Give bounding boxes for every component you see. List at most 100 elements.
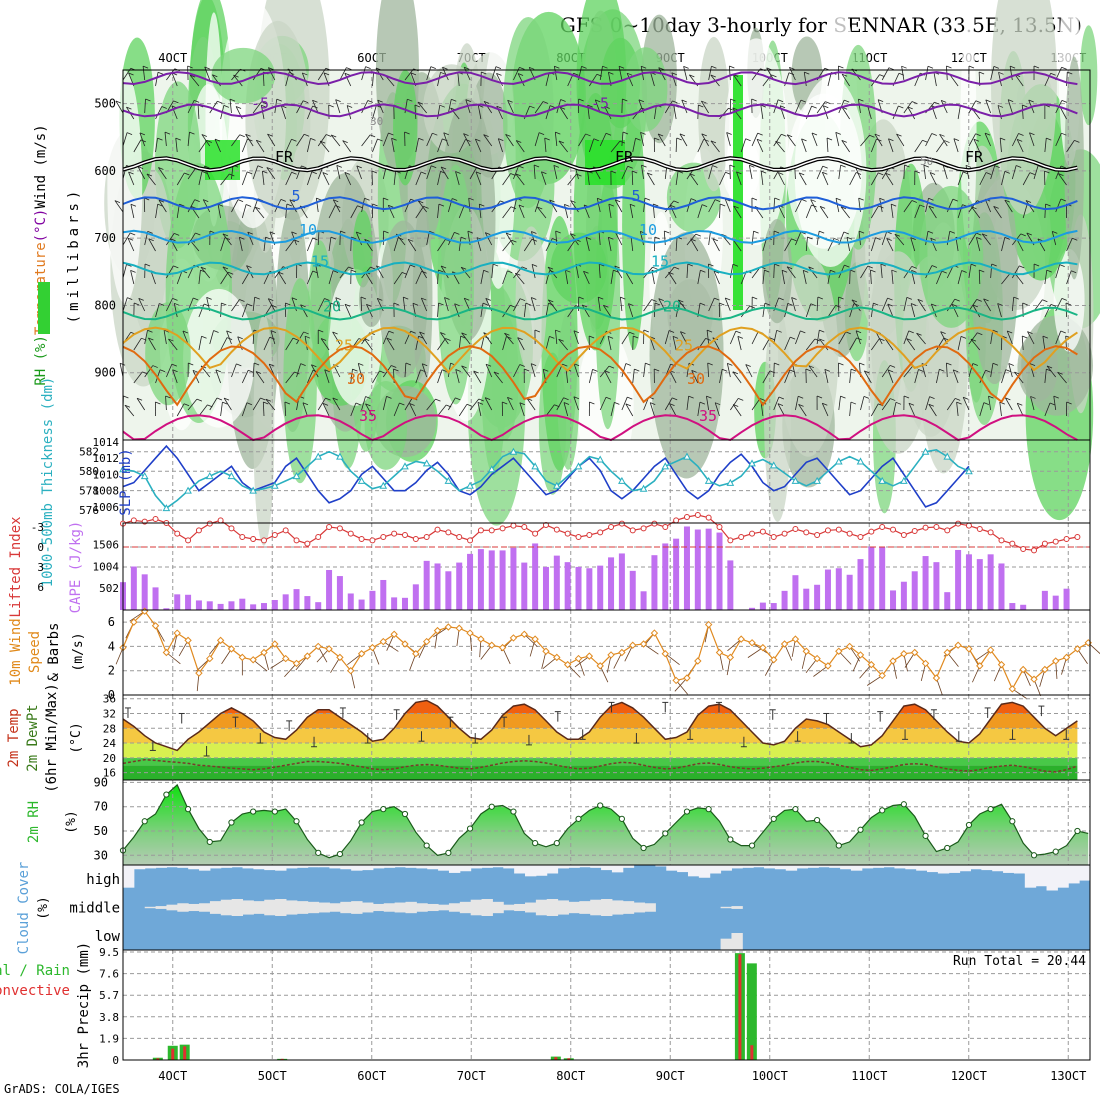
wind-barb	[701, 100, 709, 114]
cape-bar	[998, 563, 1005, 610]
wind-barb	[366, 303, 372, 307]
cloud-high-gap	[807, 865, 819, 868]
wind-speed-marker	[314, 642, 322, 651]
wind-barb	[1005, 397, 1011, 401]
rh-legend-swatch	[38, 282, 50, 334]
wind-barb	[114, 200, 124, 213]
wind-barb	[431, 165, 437, 169]
wind-barb	[465, 99, 471, 103]
cape-bar	[185, 594, 192, 610]
cloud-high-gap	[231, 865, 244, 868]
wind-barb	[226, 330, 232, 345]
li-marker	[792, 526, 799, 532]
wind-barb	[672, 335, 679, 339]
wind-barb	[549, 199, 555, 203]
thickness-marker	[314, 452, 323, 460]
cloud-high-gap	[188, 865, 200, 870]
wind-barb	[824, 369, 829, 384]
cloud-high-gap	[1024, 865, 1037, 888]
cloud-high-gap	[394, 865, 406, 868]
wind-barb	[146, 173, 156, 186]
wind-barb	[1042, 336, 1046, 351]
cape-bar	[629, 570, 636, 610]
wind-barb	[1012, 688, 1028, 700]
cape-bar	[1041, 590, 1048, 610]
cape-bar	[477, 549, 484, 610]
li-marker	[477, 527, 484, 534]
wind-barb	[454, 303, 460, 318]
temp-band	[123, 713, 1078, 729]
wind-barb	[418, 641, 428, 659]
wind-barb	[415, 369, 421, 384]
wind-barb	[1059, 264, 1065, 267]
wind-barb	[475, 138, 481, 142]
thickness-marker	[618, 476, 626, 484]
isotherm-label: 20	[663, 298, 681, 316]
li-marker	[282, 527, 289, 534]
wind-barb	[1061, 100, 1068, 103]
cloud-high-gap	[796, 865, 809, 869]
wind-barb	[894, 233, 901, 237]
wind-barb	[564, 204, 569, 219]
wind-barb	[444, 297, 450, 300]
wind-barb	[473, 370, 482, 384]
thickness-marker	[704, 476, 713, 484]
li-marker	[597, 529, 604, 536]
wind-barb	[745, 364, 751, 367]
wind-barb	[335, 99, 341, 103]
wind-barb	[474, 138, 482, 153]
wind-barb	[613, 652, 623, 669]
cape-bar	[792, 575, 799, 610]
wind-barb	[879, 74, 885, 78]
wind-ylabel-line: & Barbs	[46, 622, 62, 681]
wind-barb	[332, 331, 341, 345]
wind-barb	[730, 398, 739, 411]
wind-barb	[484, 232, 493, 246]
wind-barb	[361, 134, 371, 147]
li-marker	[1052, 538, 1059, 545]
wind-barb	[808, 266, 814, 270]
wind-barb	[302, 402, 309, 406]
precip-convective-bar	[156, 1058, 160, 1060]
isotherm-line	[122, 261, 1078, 276]
wind-barb	[238, 237, 243, 252]
wind-barb	[382, 396, 387, 411]
wind-barb	[142, 65, 149, 69]
wind-barb	[968, 65, 975, 69]
wind-barb	[415, 138, 419, 153]
wind-barb	[786, 266, 793, 270]
wind-barb	[1004, 199, 1010, 203]
wind-barb	[376, 265, 384, 279]
thickness-marker	[748, 459, 756, 467]
cape-bar	[814, 584, 821, 610]
wind-barb	[458, 237, 462, 252]
wind-barb	[439, 104, 445, 108]
wind-barb	[640, 231, 646, 234]
wind-barb	[549, 105, 556, 108]
wind-barb	[827, 305, 837, 318]
wind-barb	[163, 329, 170, 333]
wind-barb	[984, 198, 992, 213]
wind-barb	[675, 137, 678, 153]
wind-barb	[816, 395, 823, 399]
cloud-high-gap	[459, 865, 472, 872]
wind-barb	[502, 647, 511, 665]
wind-barb	[483, 332, 493, 345]
wind-barb	[634, 368, 640, 372]
wind-barb	[507, 396, 513, 400]
wind-barb	[665, 653, 680, 665]
wind-barb	[533, 165, 536, 180]
wind-barb	[686, 264, 689, 279]
wind-barb	[1027, 331, 1035, 345]
cloud-high-gap	[1079, 865, 1091, 881]
wind-barb	[588, 369, 593, 384]
cape-bar	[369, 590, 376, 610]
wind-barb	[324, 369, 330, 373]
wind-barb	[911, 266, 917, 269]
wind-barb	[291, 171, 297, 175]
wind-barb	[220, 173, 230, 186]
cloud-mid-gap	[579, 901, 591, 914]
wind-barb	[604, 370, 612, 384]
wind-barb	[951, 304, 959, 318]
li-marker	[347, 530, 354, 537]
